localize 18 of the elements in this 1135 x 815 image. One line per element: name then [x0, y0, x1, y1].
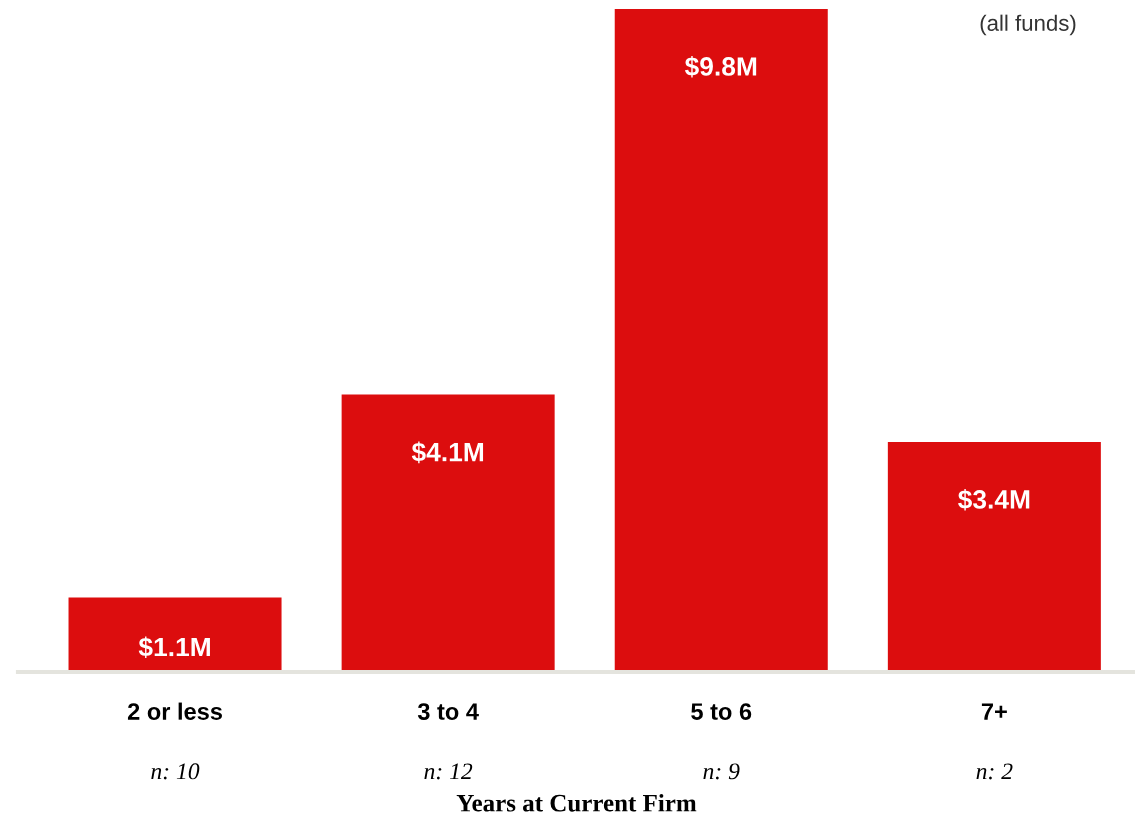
data-label: $3.4M	[958, 488, 1030, 511]
x-tick-label: 3 to 4	[417, 703, 479, 720]
x-tick-label: 5 to 6	[691, 703, 752, 720]
annotation: (all funds)	[980, 14, 1076, 36]
text: n: 2	[976, 763, 1013, 780]
text: n: 12	[424, 763, 473, 780]
x-tick-label: 7+	[981, 703, 1007, 720]
data-label: $4.1M	[411, 441, 484, 464]
bar	[68, 597, 282, 672]
text: n: 10	[151, 763, 200, 780]
x-axis-title: Years at Current Firm	[456, 794, 697, 812]
x-tick-label: 2 or less	[127, 702, 222, 720]
data-label: $1.1M	[138, 636, 210, 659]
bar	[887, 441, 1101, 672]
bar	[614, 9, 828, 672]
text: n: 9	[703, 763, 740, 780]
bar	[341, 394, 555, 672]
data-label: $9.8M	[684, 55, 757, 78]
